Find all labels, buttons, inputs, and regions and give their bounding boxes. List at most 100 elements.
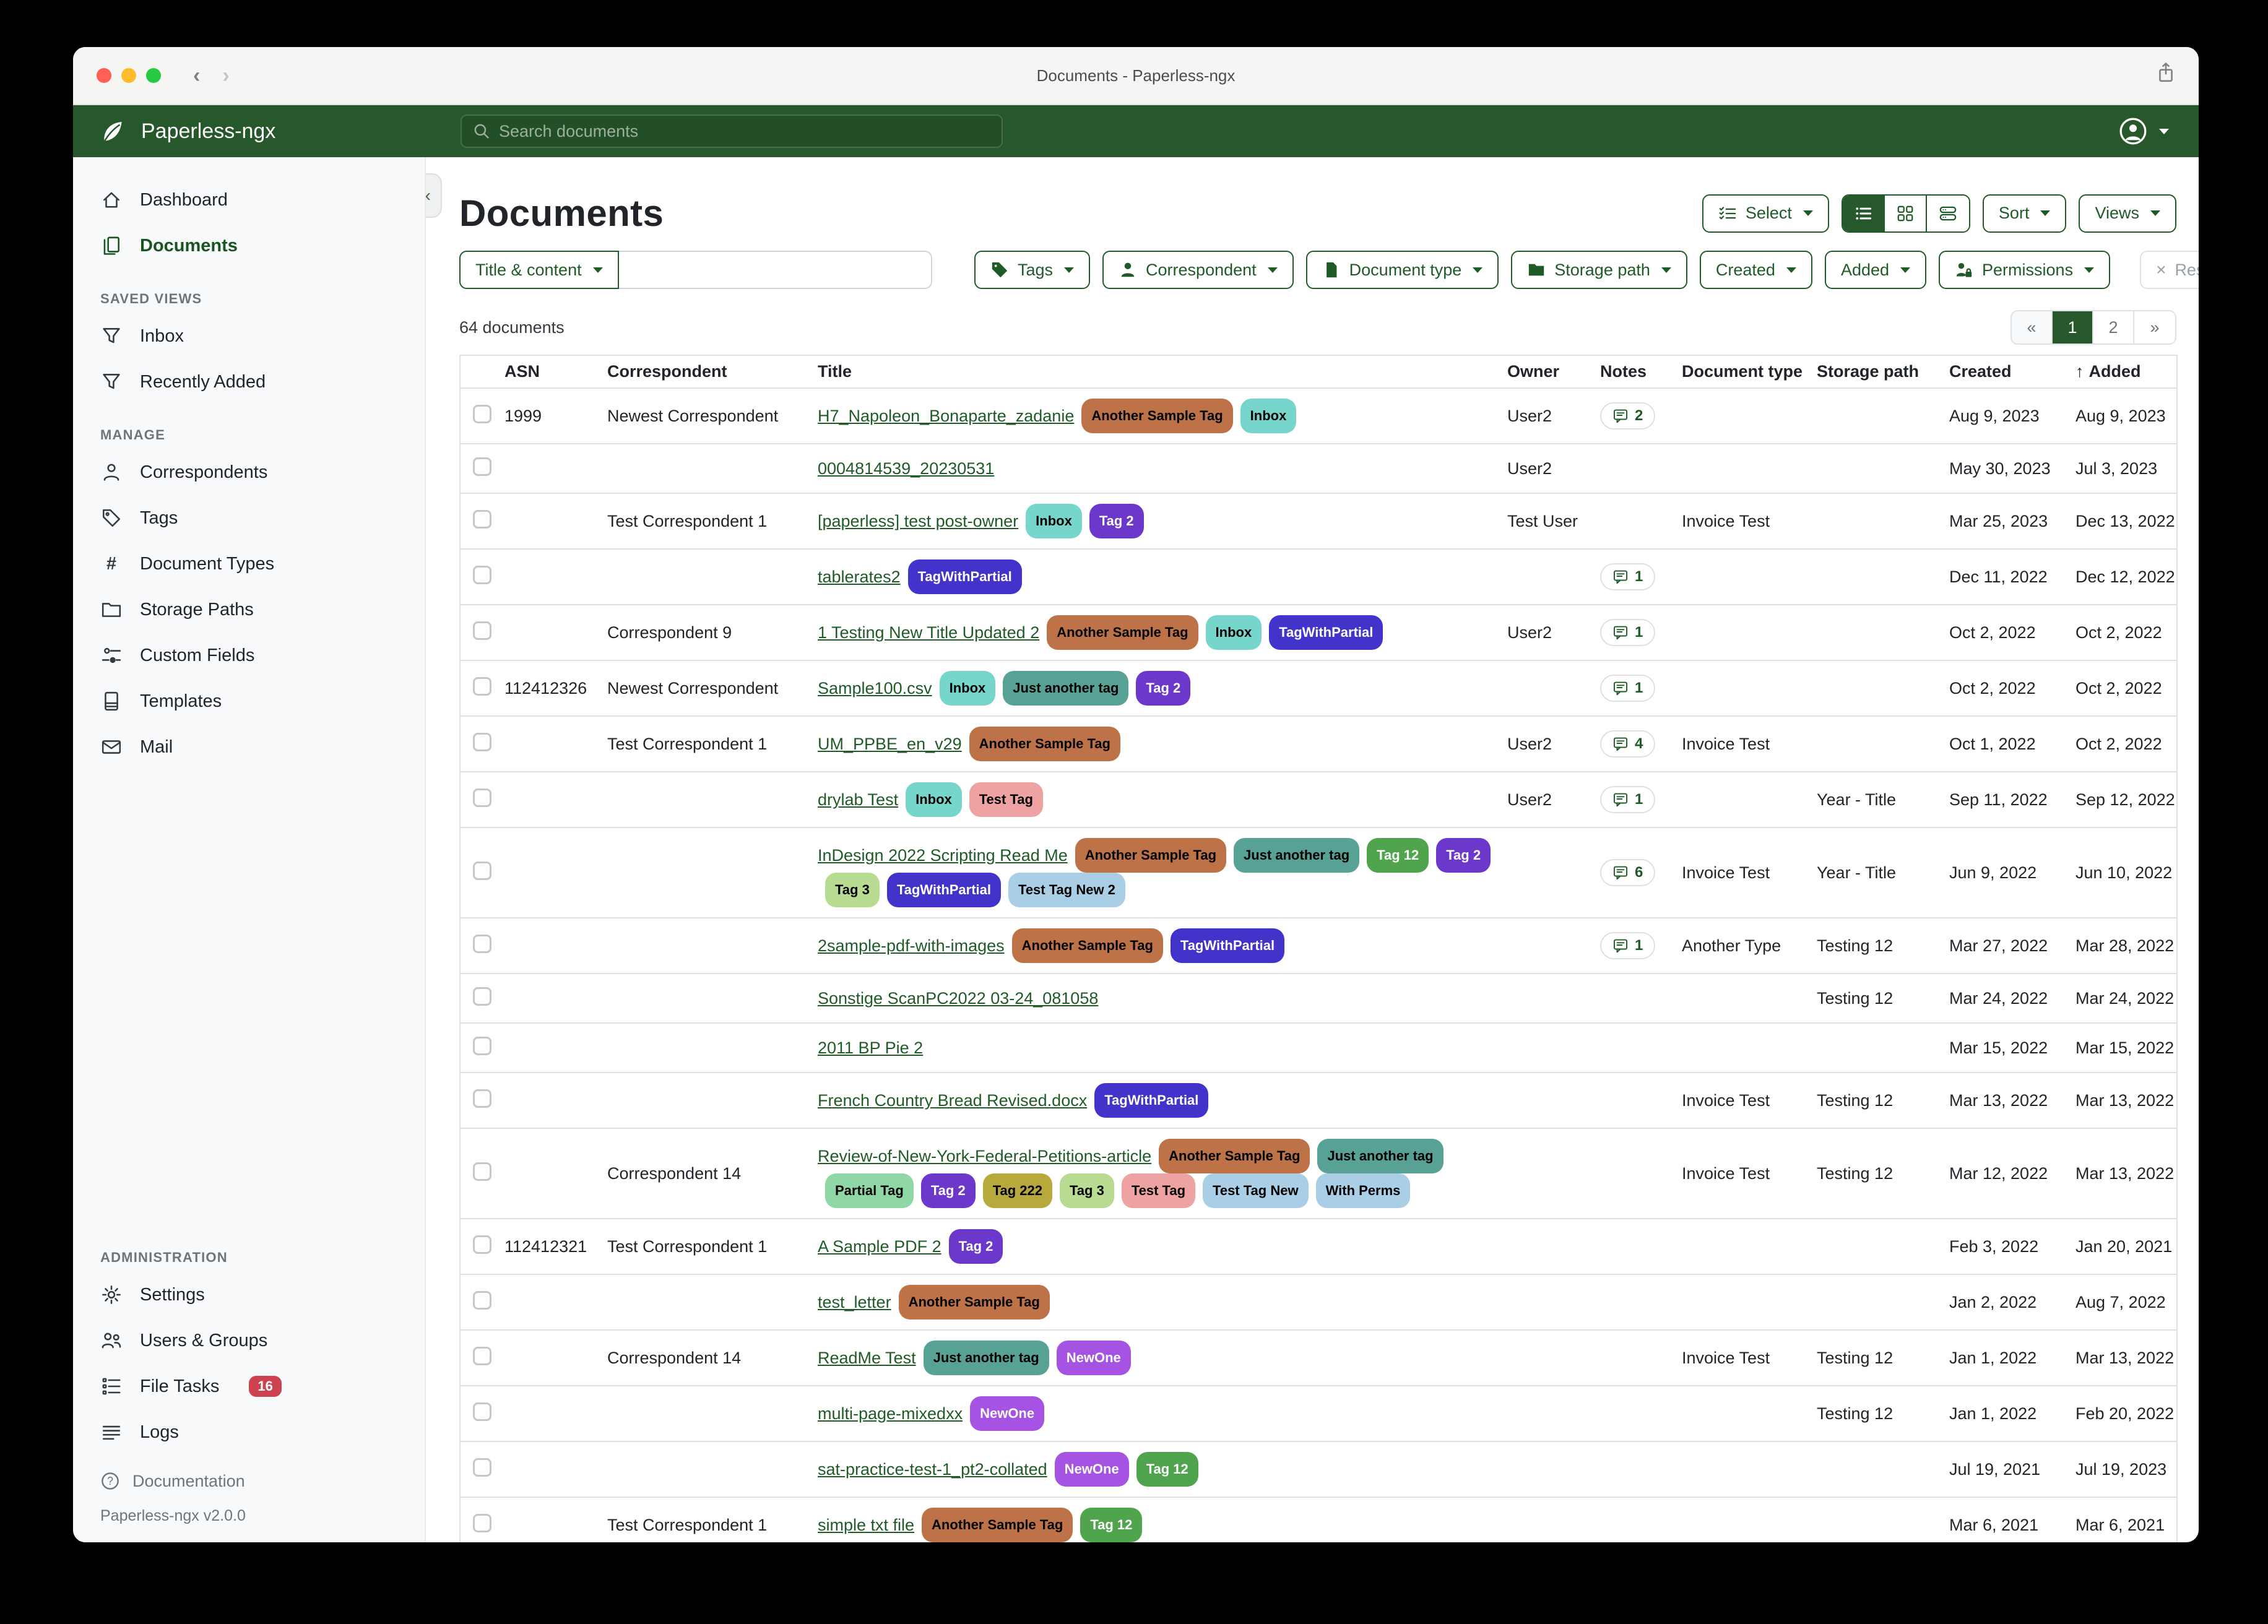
table-row[interactable]: multi-page-mixedxx NewOne Testing 12 Jan 1,… bbox=[460, 1386, 2177, 1442]
share-icon[interactable] bbox=[2155, 62, 2176, 83]
document-link[interactable]: drylab Test bbox=[818, 790, 899, 809]
view-grid-button[interactable] bbox=[1884, 195, 1927, 231]
forward-button[interactable]: › bbox=[222, 63, 230, 87]
tag-badge[interactable]: Tag 12 bbox=[1136, 1452, 1198, 1487]
tag-badge[interactable]: Tag 3 bbox=[1060, 1173, 1114, 1208]
table-row[interactable]: sat-practice-test-1_pt2-collated NewOne Ta… bbox=[460, 1441, 2177, 1498]
table-row[interactable]: 0004814539_20230531 User2 May 30, 2023 Jul … bbox=[460, 444, 2177, 494]
table-row[interactable]: 1999 Newest Correspondent H7_Napoleon_Bona… bbox=[460, 388, 2177, 444]
tag-badge[interactable]: Inbox bbox=[1240, 399, 1297, 433]
user-menu[interactable] bbox=[2118, 116, 2169, 146]
table-row[interactable]: test_letter Another Sample Tag Jan 2, 2022… bbox=[460, 1274, 2177, 1331]
filter-permissions-button[interactable]: Permissions bbox=[1939, 251, 2111, 289]
table-row[interactable]: Sonstige ScanPC2022 03-24_081058 Testing … bbox=[460, 974, 2177, 1024]
views-button[interactable]: Views bbox=[2079, 194, 2176, 233]
document-link[interactable]: test_letter bbox=[818, 1293, 891, 1311]
view-list-button[interactable] bbox=[1842, 195, 1885, 231]
row-checkbox[interactable] bbox=[473, 621, 491, 640]
tag-badge[interactable]: Tag 12 bbox=[1080, 1508, 1143, 1542]
tag-badge[interactable]: Another Sample Tag bbox=[969, 727, 1120, 761]
row-checkbox[interactable] bbox=[473, 1513, 491, 1532]
tag-badge[interactable]: Test Tag bbox=[969, 782, 1043, 817]
row-checkbox[interactable] bbox=[473, 457, 491, 476]
column-header-notes[interactable]: Notes bbox=[1600, 355, 1682, 389]
column-header-added[interactable]: ↑ Added bbox=[2075, 355, 2177, 389]
row-checkbox[interactable] bbox=[473, 404, 491, 423]
table-row[interactable]: French Country Bread Revised.docx TagWith… bbox=[460, 1073, 2177, 1129]
sidebar-item-document-types[interactable]: # Document Types bbox=[73, 541, 425, 587]
tag-badge[interactable]: Tag 2 bbox=[1089, 504, 1144, 538]
tag-badge[interactable]: Tag 2 bbox=[920, 1173, 976, 1208]
document-link[interactable]: [paperless] test post-owner bbox=[818, 512, 1019, 530]
tag-badge[interactable]: NewOne bbox=[970, 1396, 1045, 1431]
table-row[interactable]: tablerates2 TagWithPartial 1 Dec 11, 2022 De… bbox=[460, 549, 2177, 605]
documentation-link[interactable]: ? Documentation bbox=[73, 1462, 425, 1500]
notes-badge[interactable]: 2 bbox=[1600, 402, 1656, 430]
row-checkbox[interactable] bbox=[473, 1089, 491, 1108]
tag-badge[interactable]: TagWithPartial bbox=[886, 873, 1002, 907]
table-row[interactable]: 2011 BP Pie 2 Mar 15, 2022 Mar 15, 2022 bbox=[460, 1023, 2177, 1073]
column-header-document-type[interactable]: Document type bbox=[1682, 355, 1817, 389]
document-link[interactable]: 0004814539_20230531 bbox=[818, 459, 995, 478]
tag-badge[interactable]: Another Sample Tag bbox=[922, 1508, 1073, 1542]
tag-badge[interactable]: With Perms bbox=[1315, 1173, 1411, 1208]
page-prev-button[interactable]: « bbox=[2012, 311, 2053, 343]
row-checkbox[interactable] bbox=[473, 1290, 491, 1310]
sidebar-item-tags[interactable]: Tags bbox=[73, 495, 425, 541]
notes-badge[interactable]: 6 bbox=[1600, 859, 1656, 886]
window-controls[interactable] bbox=[97, 68, 161, 83]
filter-added-button[interactable]: Added bbox=[1824, 251, 1927, 289]
sidebar-item-dashboard[interactable]: Dashboard bbox=[73, 177, 425, 223]
tag-badge[interactable]: Inbox bbox=[906, 782, 962, 817]
tag-badge[interactable]: TagWithPartial bbox=[1269, 615, 1383, 650]
table-row[interactable]: Test Correspondent 1 UM_PPBE_en_v29 Anothe… bbox=[460, 716, 2177, 772]
row-checkbox[interactable] bbox=[473, 861, 491, 880]
sidebar-item-logs[interactable]: Logs bbox=[73, 1409, 425, 1455]
filter-document-type-button[interactable]: Document type bbox=[1305, 251, 1499, 289]
row-checkbox[interactable] bbox=[473, 732, 491, 751]
table-row[interactable]: Test Correspondent 1 [paperless] test pos… bbox=[460, 493, 2177, 550]
document-link[interactable]: UM_PPBE_en_v29 bbox=[818, 735, 962, 753]
tag-badge[interactable]: Test Tag New 2 bbox=[1008, 873, 1125, 907]
tag-badge[interactable]: Partial Tag bbox=[825, 1173, 914, 1208]
document-link[interactable]: 1 Testing New Title Updated 2 bbox=[818, 623, 1040, 642]
tag-badge[interactable]: Inbox bbox=[939, 671, 996, 706]
row-checkbox[interactable] bbox=[473, 1235, 491, 1254]
reset-filters-button[interactable]: ×Reset filters bbox=[2140, 251, 2199, 289]
tag-badge[interactable]: Just another tag bbox=[923, 1341, 1049, 1375]
tag-badge[interactable]: Another Sample Tag bbox=[898, 1285, 1050, 1320]
tag-badge[interactable]: Test Tag New bbox=[1203, 1173, 1309, 1208]
table-row[interactable]: InDesign 2022 Scripting Read Me Another S… bbox=[460, 827, 2177, 918]
sidebar-item-users-groups[interactable]: Users & Groups bbox=[73, 1318, 425, 1363]
tag-badge[interactable]: Tag 3 bbox=[825, 873, 880, 907]
notes-badge[interactable]: 1 bbox=[1600, 932, 1656, 959]
document-link[interactable]: simple txt file bbox=[818, 1516, 915, 1534]
notes-badge[interactable]: 1 bbox=[1600, 675, 1656, 702]
sidebar-item-file-tasks[interactable]: File Tasks 16 bbox=[73, 1363, 425, 1409]
page-2-button[interactable]: 2 bbox=[2093, 311, 2134, 343]
tag-badge[interactable]: TagWithPartial bbox=[1170, 928, 1285, 963]
tag-badge[interactable]: Another Sample Tag bbox=[1047, 615, 1198, 650]
document-link[interactable]: French Country Bread Revised.docx bbox=[818, 1091, 1088, 1110]
tag-badge[interactable]: Tag 2 bbox=[948, 1229, 1003, 1264]
table-row[interactable]: 2sample-pdf-with-images Another Sample Ta… bbox=[460, 918, 2177, 974]
title-content-dropdown[interactable]: Title & content bbox=[459, 251, 619, 289]
page-1-button[interactable]: 1 bbox=[2053, 311, 2093, 343]
document-link[interactable]: multi-page-mixedxx bbox=[818, 1404, 963, 1423]
tag-badge[interactable]: TagWithPartial bbox=[1094, 1083, 1209, 1118]
tag-badge[interactable]: Another Sample Tag bbox=[1011, 928, 1163, 963]
row-checkbox[interactable] bbox=[473, 1458, 491, 1477]
sidebar-item-settings[interactable]: Settings bbox=[73, 1272, 425, 1318]
document-link[interactable]: Sample100.csv bbox=[818, 679, 932, 698]
filter-created-button[interactable]: Created bbox=[1699, 251, 1812, 289]
document-link[interactable]: Sonstige ScanPC2022 03-24_081058 bbox=[818, 989, 1099, 1008]
tag-badge[interactable]: Another Sample Tag bbox=[1081, 399, 1233, 433]
minimize-window-button[interactable] bbox=[121, 68, 136, 83]
tag-badge[interactable]: Test Tag bbox=[1121, 1173, 1196, 1208]
column-header-asn[interactable]: ASN bbox=[504, 355, 607, 389]
table-row[interactable]: Correspondent 14 ReadMe Test Just another … bbox=[460, 1330, 2177, 1386]
title-content-input[interactable] bbox=[618, 251, 932, 289]
sidebar-item-documents[interactable]: Documents bbox=[73, 223, 425, 269]
tag-badge[interactable]: Tag 222 bbox=[982, 1173, 1052, 1208]
